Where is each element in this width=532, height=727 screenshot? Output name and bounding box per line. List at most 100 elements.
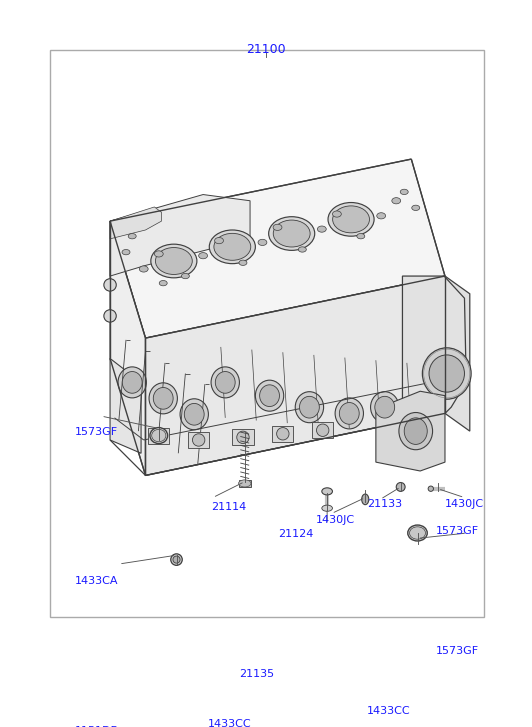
Ellipse shape [104, 278, 117, 291]
Ellipse shape [429, 355, 464, 392]
Polygon shape [402, 276, 466, 414]
Ellipse shape [173, 556, 180, 563]
Ellipse shape [317, 424, 329, 436]
Ellipse shape [215, 371, 235, 393]
Text: 1430JC: 1430JC [315, 515, 355, 526]
Ellipse shape [339, 403, 359, 425]
Ellipse shape [152, 430, 166, 442]
Ellipse shape [412, 205, 420, 211]
Ellipse shape [260, 680, 270, 687]
Ellipse shape [362, 669, 372, 674]
Text: 1573GF: 1573GF [74, 427, 118, 437]
Ellipse shape [298, 247, 306, 252]
Ellipse shape [357, 233, 365, 239]
Text: 1430JC: 1430JC [445, 499, 484, 510]
Text: 1433CC: 1433CC [367, 706, 411, 716]
Ellipse shape [149, 383, 177, 414]
Ellipse shape [209, 230, 255, 264]
Ellipse shape [278, 672, 287, 678]
Ellipse shape [410, 527, 426, 539]
Ellipse shape [104, 310, 117, 322]
Ellipse shape [153, 387, 173, 409]
Text: 21124: 21124 [278, 529, 314, 539]
Ellipse shape [273, 220, 310, 247]
Ellipse shape [422, 348, 471, 399]
Text: 21135: 21135 [239, 669, 274, 678]
Ellipse shape [238, 480, 251, 487]
Polygon shape [145, 276, 445, 475]
Ellipse shape [399, 412, 433, 450]
Ellipse shape [400, 189, 408, 195]
Ellipse shape [362, 651, 372, 659]
Polygon shape [110, 221, 145, 475]
Polygon shape [126, 677, 165, 713]
Ellipse shape [118, 367, 146, 398]
Ellipse shape [318, 226, 326, 232]
Text: 21133: 21133 [367, 499, 402, 510]
Text: 1573GF: 1573GF [436, 646, 479, 656]
Polygon shape [110, 358, 141, 453]
Ellipse shape [180, 399, 209, 430]
Text: 1573GF: 1573GF [436, 526, 479, 536]
Ellipse shape [139, 266, 148, 272]
Polygon shape [110, 159, 445, 338]
Ellipse shape [278, 694, 287, 699]
Ellipse shape [328, 203, 374, 236]
Polygon shape [376, 391, 445, 471]
Text: 1433CA: 1433CA [74, 576, 118, 585]
Ellipse shape [392, 198, 401, 204]
Polygon shape [188, 432, 209, 448]
Ellipse shape [408, 525, 427, 541]
Ellipse shape [277, 427, 289, 440]
Text: 1433CC: 1433CC [207, 719, 251, 727]
Polygon shape [110, 207, 161, 239]
Polygon shape [445, 276, 470, 431]
Ellipse shape [410, 651, 426, 663]
Ellipse shape [255, 380, 284, 411]
Ellipse shape [362, 494, 369, 505]
Ellipse shape [332, 211, 342, 217]
Ellipse shape [150, 427, 168, 443]
Ellipse shape [404, 418, 427, 444]
Ellipse shape [154, 251, 163, 257]
Ellipse shape [322, 505, 332, 511]
Ellipse shape [408, 649, 427, 665]
Bar [50, 50, 484, 617]
Ellipse shape [128, 233, 136, 239]
Ellipse shape [269, 217, 315, 250]
Polygon shape [312, 422, 334, 438]
Text: 21100: 21100 [246, 44, 286, 56]
Ellipse shape [371, 392, 399, 422]
Ellipse shape [396, 483, 405, 491]
Polygon shape [232, 430, 254, 446]
Ellipse shape [260, 697, 270, 702]
Ellipse shape [375, 396, 395, 418]
Ellipse shape [153, 430, 165, 442]
Ellipse shape [322, 488, 332, 495]
Ellipse shape [428, 486, 434, 491]
Ellipse shape [122, 249, 130, 254]
Text: 21114: 21114 [211, 502, 246, 512]
Ellipse shape [335, 398, 363, 429]
Ellipse shape [332, 206, 370, 233]
Ellipse shape [159, 281, 167, 286]
Ellipse shape [377, 213, 386, 219]
Polygon shape [238, 480, 251, 487]
Ellipse shape [214, 233, 251, 260]
Ellipse shape [151, 244, 197, 278]
Ellipse shape [198, 252, 207, 259]
Ellipse shape [300, 396, 319, 418]
Ellipse shape [181, 273, 189, 278]
Ellipse shape [260, 385, 279, 406]
Ellipse shape [214, 238, 223, 244]
Ellipse shape [155, 247, 192, 275]
Polygon shape [272, 426, 294, 442]
Ellipse shape [171, 554, 182, 566]
Ellipse shape [258, 239, 267, 246]
Ellipse shape [295, 392, 323, 422]
Ellipse shape [237, 431, 249, 443]
Ellipse shape [193, 434, 205, 446]
Ellipse shape [211, 367, 239, 398]
Ellipse shape [184, 403, 204, 425]
Ellipse shape [239, 260, 247, 265]
